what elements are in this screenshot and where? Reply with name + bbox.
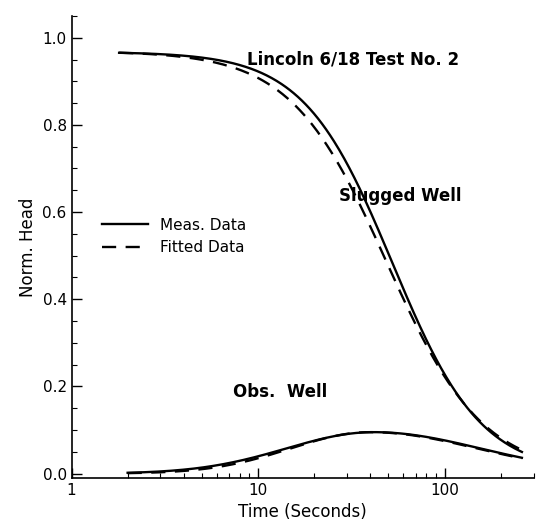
Fitted Data [519,447,525,453]
Meas. Data [519,449,525,455]
Fitted Data [276,88,282,94]
Meas. Data [406,301,413,307]
Line: Meas. Data: Meas. Data [119,53,522,452]
X-axis label: Time (Seconds): Time (Seconds) [238,503,367,521]
Fitted Data [164,52,171,58]
Meas. Data [164,52,171,58]
Fitted Data [247,71,254,78]
Text: Lincoln 6/18 Test No. 2: Lincoln 6/18 Test No. 2 [247,50,459,68]
Line: Fitted Data: Fitted Data [119,53,522,450]
Meas. Data [247,65,254,72]
Meas. Data [369,213,376,220]
Meas. Data [116,49,123,56]
Fitted Data [406,309,413,315]
Meas. Data [409,305,415,312]
Text: Obs.  Well: Obs. Well [233,383,327,401]
Fitted Data [116,49,123,56]
Y-axis label: Norm. Head: Norm. Head [19,197,37,297]
Meas. Data [276,79,282,85]
Legend: Meas. Data, Fitted Data: Meas. Data, Fitted Data [102,218,246,255]
Fitted Data [369,228,376,234]
Text: Slugged Well: Slugged Well [339,187,462,205]
Fitted Data [409,313,415,320]
